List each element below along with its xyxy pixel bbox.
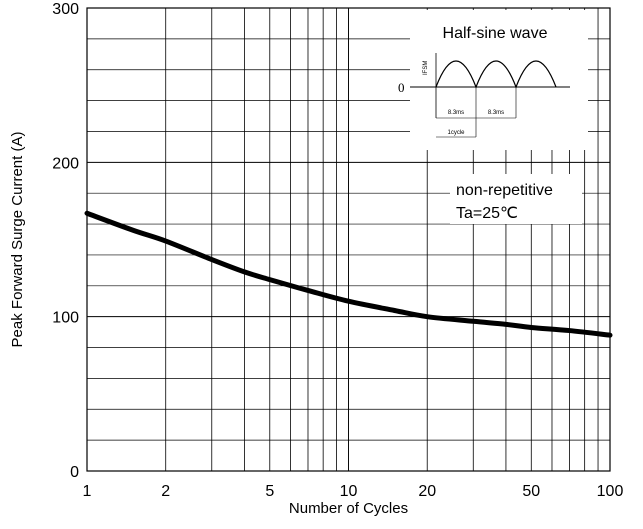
x-tick-label: 100: [597, 483, 624, 500]
y-axis-title: Peak Forward Surge Current (A): [9, 132, 26, 348]
series-layer: [84, 210, 613, 338]
y-tick-label: 0: [70, 464, 79, 481]
x-tick-label: 10: [340, 483, 358, 500]
surge-current-curve: [84, 210, 613, 338]
tick-labels: 1 2 5 10 20 50 100 0 100 200 300: [52, 1, 623, 500]
inset-cycle-label: 1cycle: [447, 130, 465, 136]
x-tick-label: 20: [418, 483, 436, 500]
condition-line-2: Ta=25℃: [456, 205, 518, 222]
x-tick-label: 5: [265, 483, 274, 500]
inset-period-2: 8.3ms: [488, 110, 504, 116]
x-tick-label: 2: [161, 483, 170, 500]
inset-title: Half-sine wave: [443, 25, 548, 42]
x-tick-label: 1: [83, 483, 92, 500]
inset-ifsm-label: IFSM: [423, 61, 429, 75]
x-tick-label: 50: [522, 483, 540, 500]
inset-period-1: 8.3ms: [448, 110, 464, 116]
y-tick-label: 100: [52, 310, 79, 327]
inset-background: [410, 10, 588, 150]
half-sine-inset: Half-sine wave 0 IFSM 8.3ms 8.3ms 1cycle: [398, 10, 588, 150]
inset-zero-label: 0: [398, 80, 405, 95]
x-axis-title: Number of Cycles: [289, 500, 408, 517]
plot-frame: [86, 7, 611, 472]
conditions-annotation: non-repetitive Ta=25℃: [450, 174, 582, 224]
y-tick-label: 300: [52, 1, 79, 18]
conditions-background: [450, 174, 582, 224]
half-sine-wave-path: [435, 60, 557, 89]
y-tick-label: 200: [52, 155, 79, 172]
condition-line-1: non-repetitive: [456, 182, 553, 199]
